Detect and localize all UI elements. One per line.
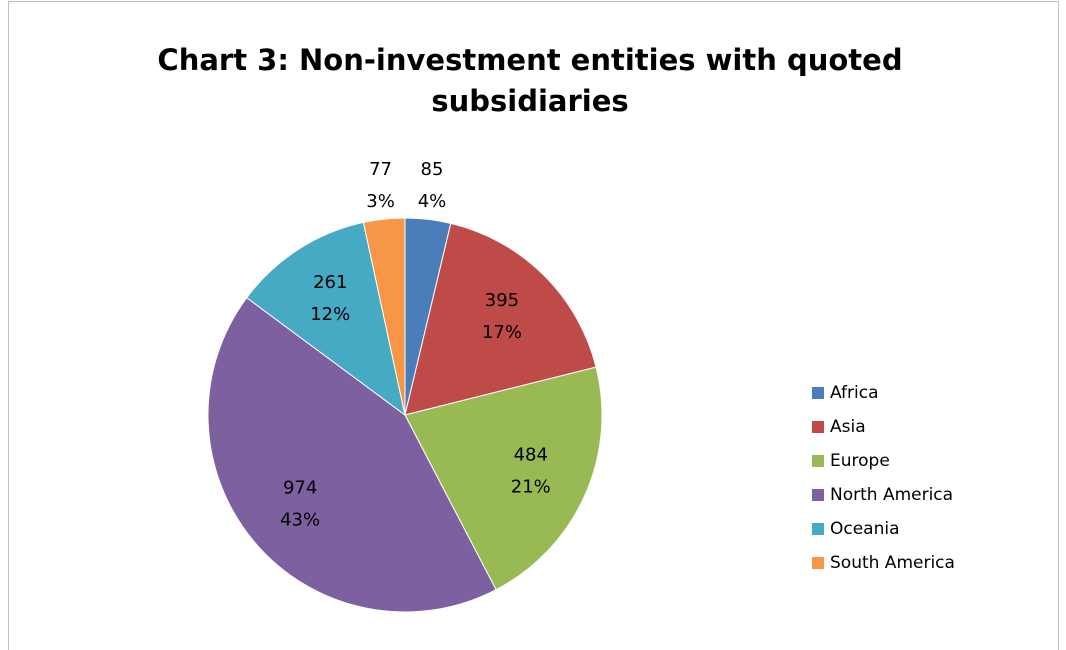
legend-label: Oceania — [830, 519, 900, 539]
legend-label: Europe — [830, 451, 890, 471]
percent-label: 43% — [280, 510, 320, 531]
legend-swatch — [812, 387, 824, 399]
chart-title: Chart 3: Non-investment entities with qu… — [157, 43, 902, 77]
legend-swatch — [812, 523, 824, 535]
legend-swatch — [812, 421, 824, 433]
legend-label: Asia — [830, 417, 866, 437]
chart-title: subsidiaries — [431, 84, 628, 118]
legend-label: South America — [830, 553, 955, 573]
pie-slice — [246, 221, 406, 417]
pie-slice — [207, 297, 497, 613]
data-label: 85 — [421, 159, 444, 180]
data-label: 395 — [485, 290, 519, 311]
percent-label: 3% — [366, 191, 395, 212]
percent-label: 21% — [511, 477, 551, 498]
data-label: 974 — [283, 478, 317, 499]
legend-label: North America — [830, 485, 953, 505]
legend-swatch — [812, 557, 824, 569]
legend-swatch — [812, 455, 824, 467]
legend-swatch — [812, 489, 824, 501]
pie-slice — [404, 366, 603, 591]
legend-label: Africa — [830, 383, 879, 403]
percent-label: 17% — [482, 322, 522, 343]
pie-slice — [404, 222, 597, 416]
data-label: 484 — [514, 445, 548, 466]
percent-label: 4% — [418, 191, 447, 212]
chart-border — [8, 1, 1059, 650]
data-label: 261 — [313, 272, 347, 293]
percent-label: 12% — [310, 304, 350, 325]
data-label: 77 — [369, 159, 392, 180]
pie-slice — [362, 217, 406, 416]
